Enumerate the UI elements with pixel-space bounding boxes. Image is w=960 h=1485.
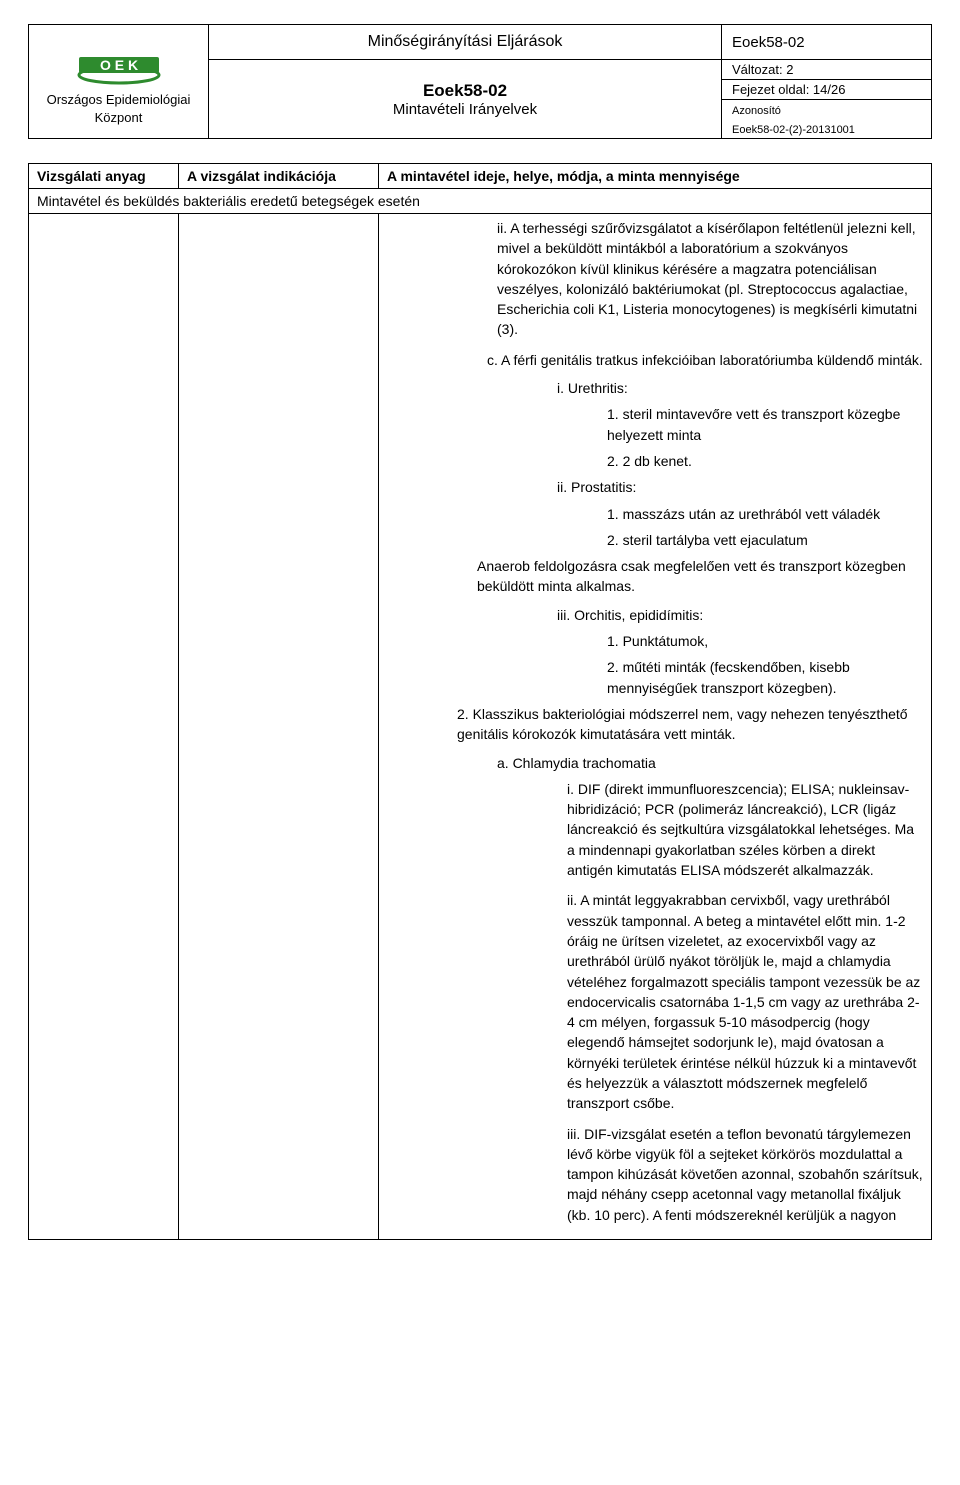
ident-value-cell: Eoek58-02-(2)-20131001 <box>722 119 932 139</box>
doc-subtitle: Mintavételi Irányelvek <box>215 101 715 118</box>
para-c-iii-2: 2. műtéti minták (fecskendőben, kisebb m… <box>607 657 923 698</box>
logo-cell: O E K Országos EpidemiológiaiKözpont <box>29 25 209 139</box>
para-c-ii-1: 1. masszázs után az urethrából vett vála… <box>607 504 923 524</box>
body-col1 <box>29 214 179 1240</box>
page-cell: Fejezet oldal: 14/26 <box>722 80 932 100</box>
body-col3: ii. A terhességi szűrővizsgálatot a kísé… <box>379 214 932 1240</box>
para-sec2-a-ii: ii. A mintát leggyakrabban cervixből, va… <box>567 890 923 1113</box>
para-sec2-a-iii: iii. DIF-vizsgálat esetén a teflon bevon… <box>567 1124 923 1225</box>
org-logo-icon: O E K <box>74 37 164 85</box>
col-header-3: A mintavétel ideje, helye, módja, a mint… <box>379 164 932 189</box>
para-sec2-a: a. Chlamydia trachomatia <box>497 753 923 773</box>
body-col2 <box>179 214 379 1240</box>
document-header: O E K Országos EpidemiológiaiKözpont Min… <box>28 24 932 139</box>
para-sec2: 2. Klasszikus bakteriológiai módszerrel … <box>457 704 923 745</box>
ident-label-cell: Azonosító <box>722 100 932 120</box>
doc-id: Eoek58-02 <box>722 25 932 60</box>
org-name: Országos EpidemiológiaiKözpont <box>33 91 204 126</box>
version-cell: Változat: 2 <box>722 60 932 80</box>
para-c: c. A férfi genitális tratkus infekcióiba… <box>487 350 923 370</box>
doc-code: Eoek58-02 <box>215 81 715 101</box>
top-title: Minőségirányítási Eljárások <box>209 25 722 60</box>
table-subheader: Mintavétel és beküldés bakteriális erede… <box>29 189 932 214</box>
svg-text:O E K: O E K <box>99 57 137 73</box>
para-c-i-2: 2. 2 db kenet. <box>607 451 923 471</box>
table-body-row: ii. A terhességi szűrővizsgálatot a kísé… <box>29 214 932 1240</box>
para-sec2-a-i: i. DIF (direkt immunfluoreszcencia); ELI… <box>567 779 923 880</box>
para-ii: ii. A terhességi szűrővizsgálatot a kísé… <box>497 218 923 340</box>
para-c-i: i. Urethritis: <box>557 378 923 398</box>
table-header-row: Vizsgálati anyag A vizsgálat indikációja… <box>29 164 932 189</box>
ident-value: Eoek58-02-(2)-20131001 <box>732 124 855 136</box>
main-title-cell: Eoek58-02 Mintavételi Irányelvek <box>209 60 722 139</box>
para-anaerob: Anaerob feldolgozásra csak megfelelően v… <box>477 556 923 597</box>
table-subheader-row: Mintavétel és beküldés bakteriális erede… <box>29 189 932 214</box>
para-c-ii: ii. Prostatitis: <box>557 477 923 497</box>
ident-label: Azonosító <box>732 105 781 117</box>
para-c-ii-2: 2. steril tartályba vett ejaculatum <box>607 530 923 550</box>
content-table: Vizsgálati anyag A vizsgálat indikációja… <box>28 163 932 1240</box>
para-c-iii: iii. Orchitis, epididímitis: <box>557 605 923 625</box>
col-header-2: A vizsgálat indikációja <box>179 164 379 189</box>
para-c-i-1: 1. steril mintavevőre vett és transzport… <box>607 404 923 445</box>
col-header-1: Vizsgálati anyag <box>29 164 179 189</box>
para-c-iii-1: 1. Punktátumok, <box>607 631 923 651</box>
